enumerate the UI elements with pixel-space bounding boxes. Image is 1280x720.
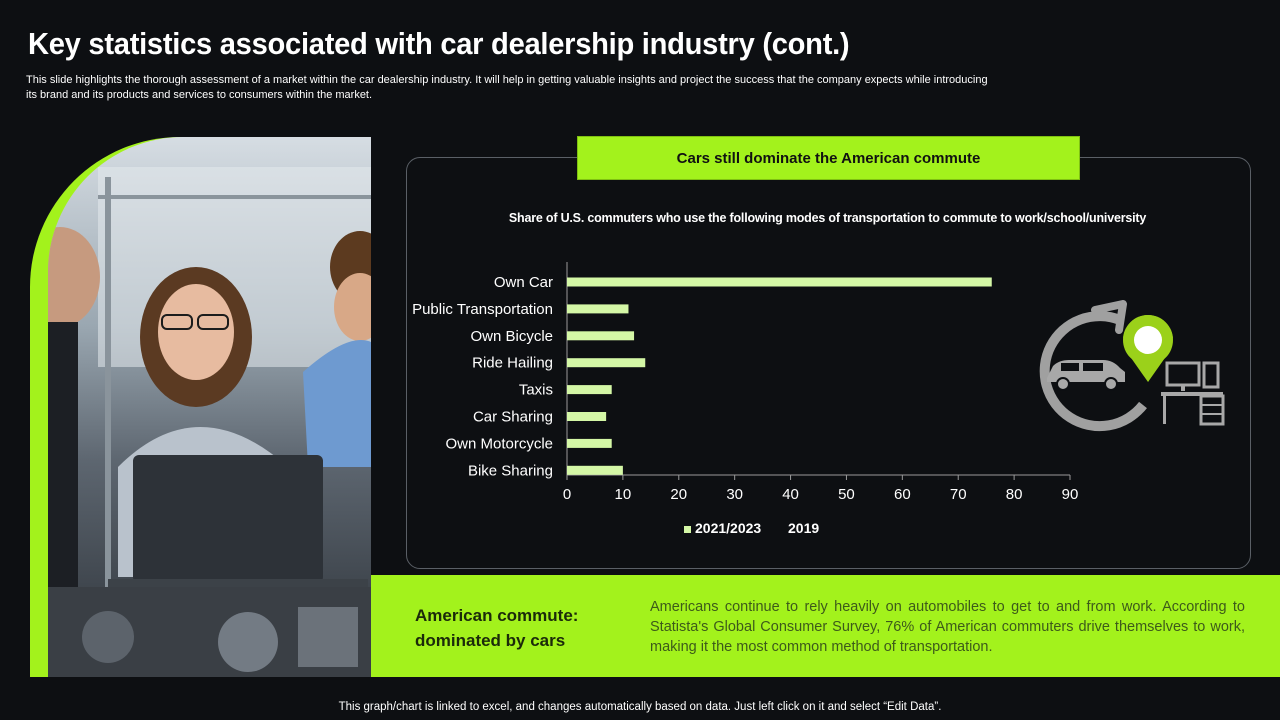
x-tick-label: 20 <box>670 486 687 503</box>
summary-heading: American commute: dominated by cars <box>415 606 579 650</box>
summary-band: American commute: dominated by cars Amer… <box>371 575 1280 677</box>
category-label: Public Transportation <box>412 301 553 318</box>
location-pin-icon <box>1123 315 1173 382</box>
chart-header: Cars still dominate the American commute <box>577 136 1080 180</box>
cycle-arrow-icon <box>1039 300 1147 432</box>
photo-panel <box>30 137 371 677</box>
car-icon <box>1047 360 1125 391</box>
legend-swatch <box>684 526 691 533</box>
x-tick-label: 10 <box>615 486 632 503</box>
summary-text: Americans continue to rely heavily on au… <box>650 599 1245 655</box>
slide-title: Key statistics associated with car deale… <box>28 26 850 61</box>
bar-20212023 <box>567 412 607 421</box>
bar-20212023 <box>567 331 635 341</box>
category-label: Own Car <box>494 274 553 291</box>
x-tick-label: 60 <box>894 486 911 503</box>
x-tick-label: 70 <box>950 486 967 503</box>
bar-chart[interactable]: 0 10 20 30 40 50 60 70 80 90 Own Car Public Transpo… <box>406 240 1249 550</box>
category-label: Own Bicycle <box>470 328 553 345</box>
slide-subtitle: This slide highlights the thorough asses… <box>26 74 988 101</box>
bar-20212023 <box>567 465 623 475</box>
legend-label: 2019 <box>788 520 819 536</box>
x-tick-label: 80 <box>1006 486 1023 503</box>
footer-note: This graph/chart is linked to excel, and… <box>338 701 942 713</box>
x-tick-label: 90 <box>1062 486 1079 503</box>
chart-title: Share of U.S. commuters who use the foll… <box>508 211 1147 225</box>
category-label: Ride Hailing <box>472 355 553 372</box>
x-tick-label: 0 <box>563 486 571 503</box>
category-label: Car Sharing <box>473 409 553 426</box>
bar-20212023 <box>567 438 612 448</box>
x-tick-label: 30 <box>726 486 743 503</box>
x-tick-label: 40 <box>782 486 799 503</box>
category-label: Bike Sharing <box>468 462 553 479</box>
commute-illustration <box>1039 300 1225 432</box>
bar-20212023 <box>567 304 629 314</box>
bar-20212023 <box>567 358 646 368</box>
category-label: Own Motorcycle <box>445 435 553 452</box>
x-tick-label: 50 <box>838 486 855 503</box>
photo-people-laptop <box>48 137 371 677</box>
desk-computer-icon <box>1161 361 1225 426</box>
category-label: Taxis <box>519 382 553 399</box>
bar-20212023 <box>567 277 992 287</box>
legend-label: 2021/2023 <box>695 520 761 536</box>
bar-20212023 <box>567 385 612 395</box>
